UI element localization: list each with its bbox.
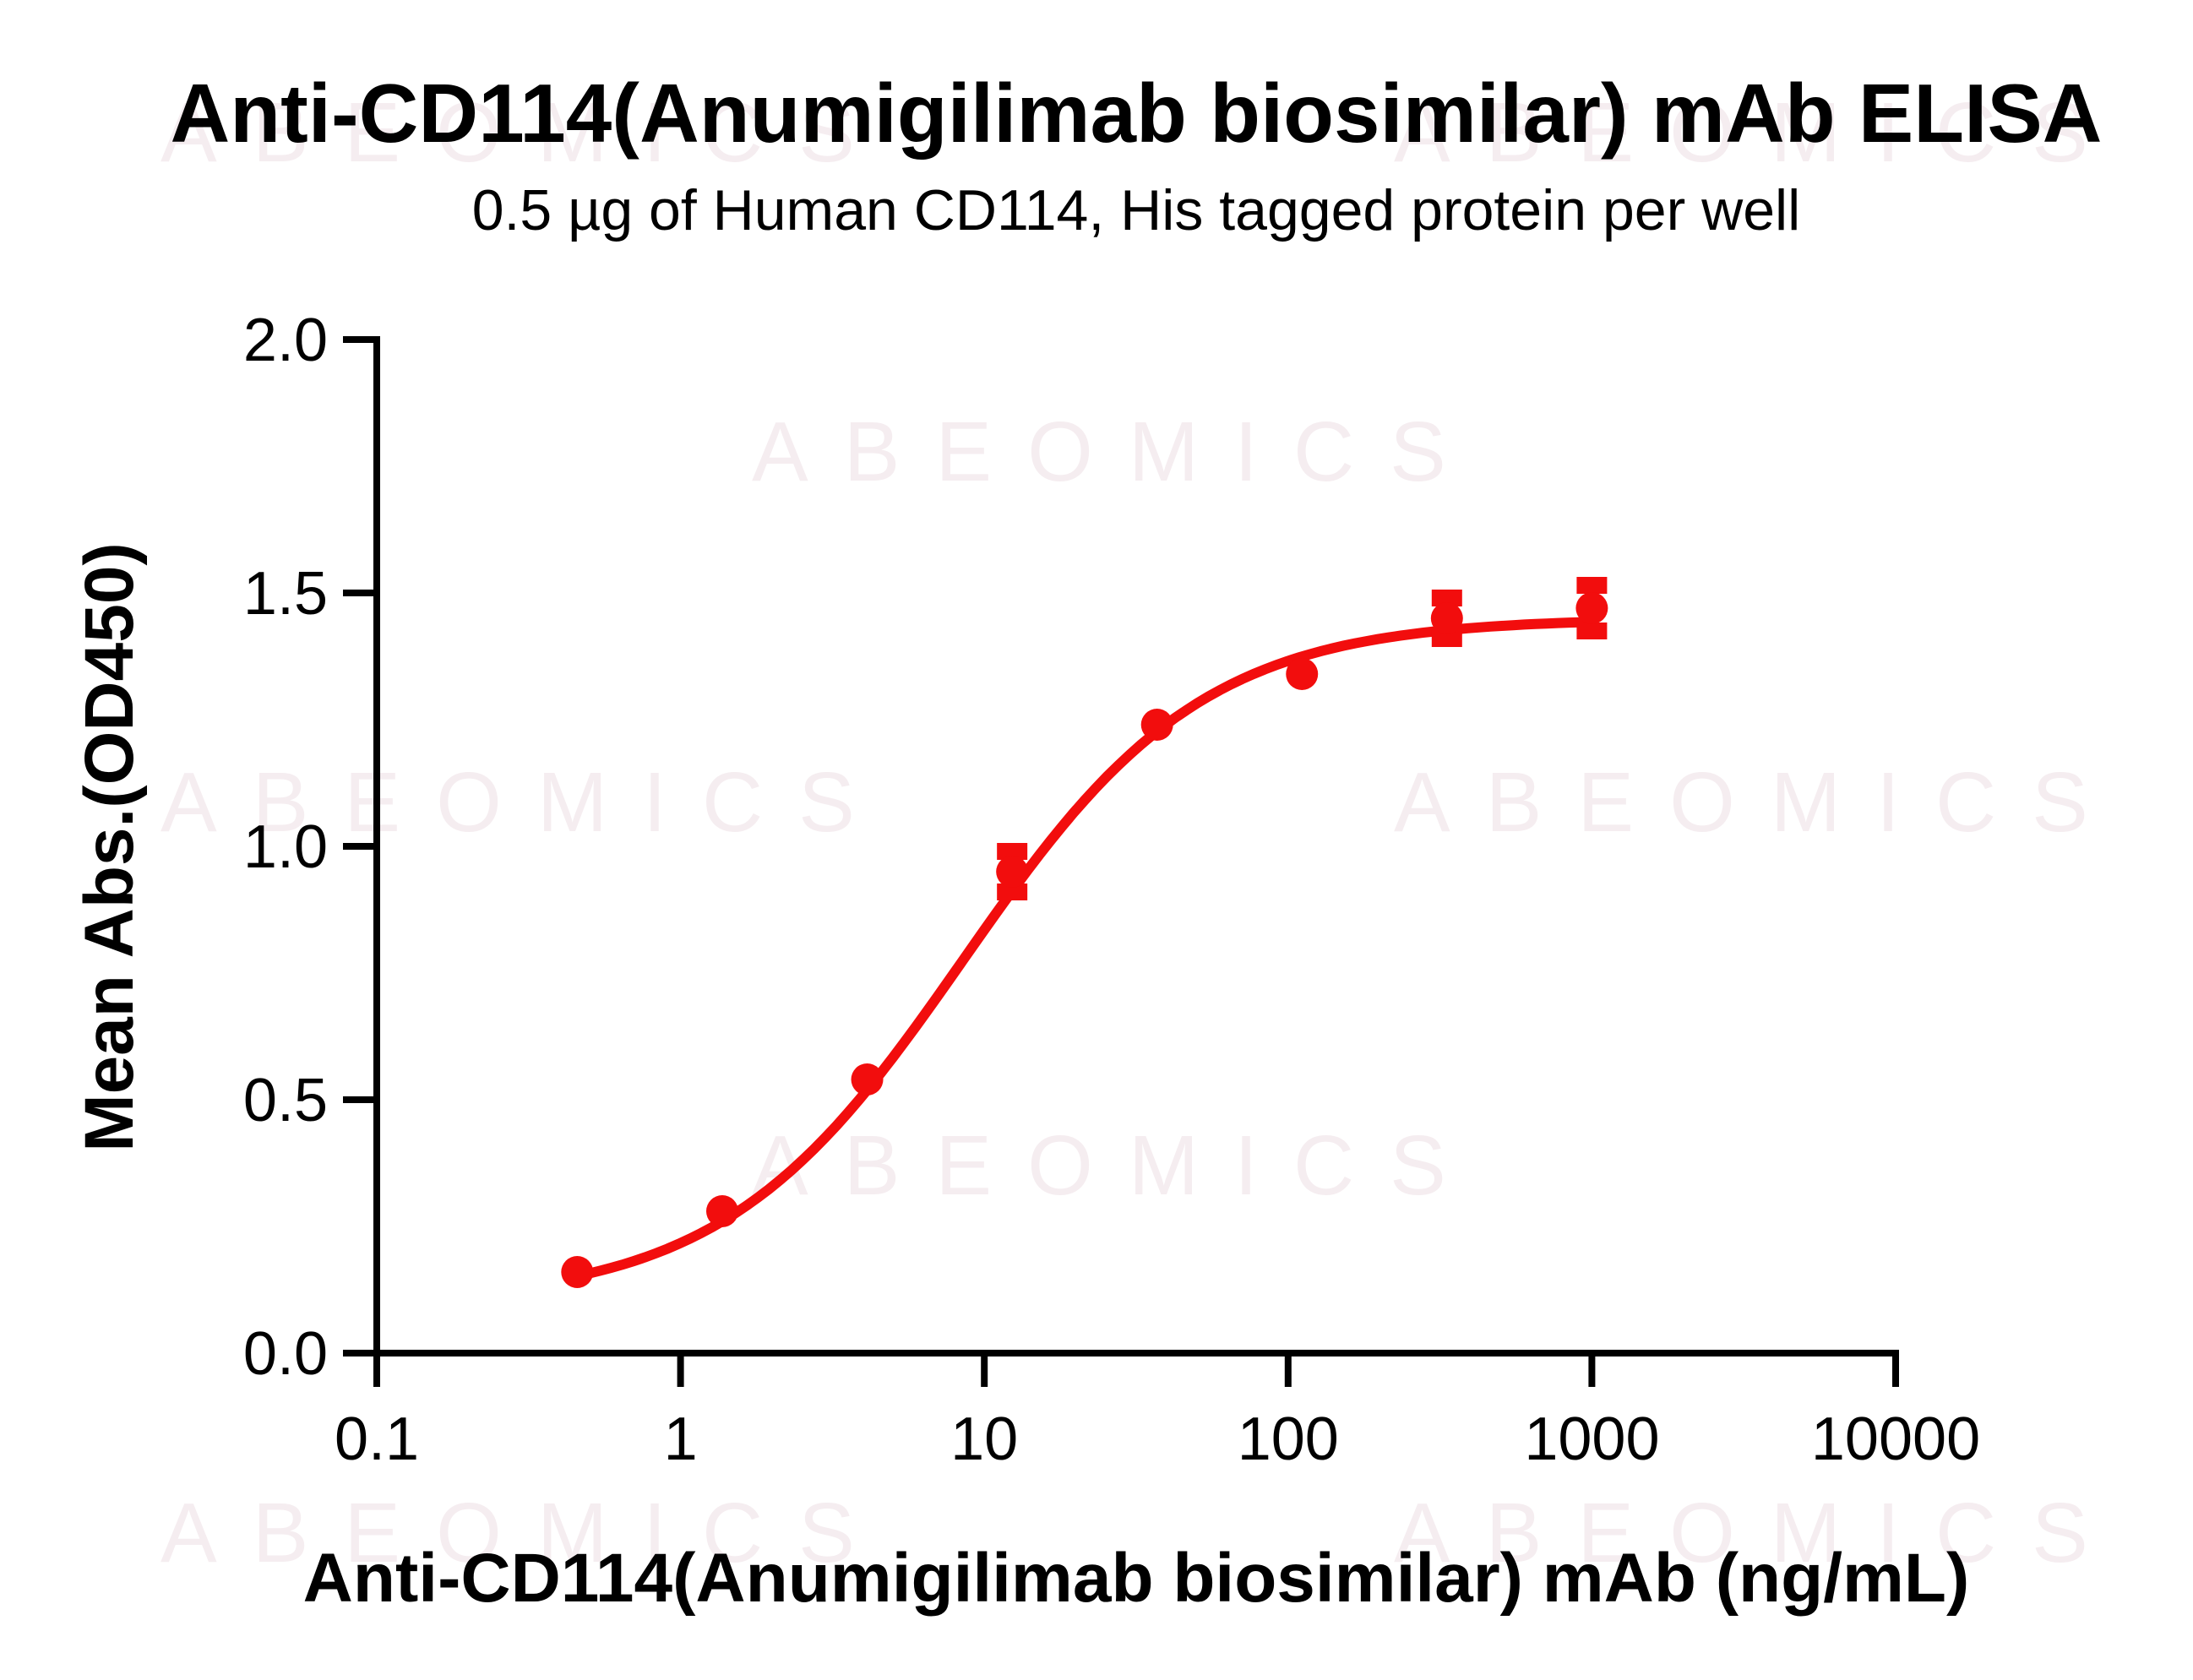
error-bar-cap-bottom	[1431, 630, 1462, 647]
x-tick-label: 100	[1238, 1405, 1339, 1473]
x-axis-label: Anti-CD114(Anumigilimab biosimilar) mAb …	[302, 1540, 1970, 1617]
x-tick-label: 0.1	[335, 1405, 419, 1473]
abeomics-watermark: ABEOMICS	[752, 1118, 1482, 1213]
abeomics-watermark: ABEOMICS	[1394, 1486, 2124, 1580]
data-point	[1575, 592, 1608, 624]
fit-curve	[572, 617, 1597, 1281]
data-point	[1140, 709, 1173, 741]
data-point	[851, 1063, 884, 1096]
error-bar-cap-top	[997, 843, 1028, 860]
error-bar-cap-bottom	[1576, 623, 1608, 639]
data-point	[705, 1195, 738, 1227]
error-bar-cap-top	[1431, 590, 1462, 606]
abeomics-watermark: ABEOMICS	[161, 755, 890, 850]
error-bar-cap-top	[1576, 577, 1608, 594]
y-tick-label: 2.0	[243, 307, 328, 374]
x-tick-label: 10	[950, 1405, 1018, 1473]
chart-subtitle: 0.5 µg of Human CD114, His tagged protei…	[471, 178, 1801, 242]
abeomics-watermark: ABEOMICS	[752, 405, 1482, 499]
y-tick-label: 1.5	[243, 560, 328, 628]
y-tick-label: 1.0	[243, 813, 328, 881]
data-point	[996, 856, 1029, 888]
y-tick-label: 0.5	[243, 1067, 328, 1134]
abeomics-watermark: ABEOMICS	[161, 1486, 890, 1580]
x-tick-label: 10000	[1811, 1405, 1980, 1473]
y-tick-label: 0.0	[243, 1320, 328, 1388]
chart-title: Anti-CD114(Anumigilimab biosimilar) mAb …	[170, 67, 2103, 160]
x-tick-label: 1000	[1524, 1405, 1659, 1473]
error-bar-cap-bottom	[997, 883, 1028, 900]
y-axis-label: Mean Abs.(OD450)	[71, 542, 148, 1152]
abeomics-watermark: ABEOMICS	[1394, 85, 2124, 180]
data-point	[1430, 602, 1463, 634]
data-point	[1286, 658, 1319, 690]
abeomics-watermark: ABEOMICS	[1394, 755, 2124, 850]
abeomics-watermark: ABEOMICS	[161, 85, 890, 180]
data-point	[561, 1256, 594, 1288]
x-tick-label: 1	[664, 1405, 698, 1473]
